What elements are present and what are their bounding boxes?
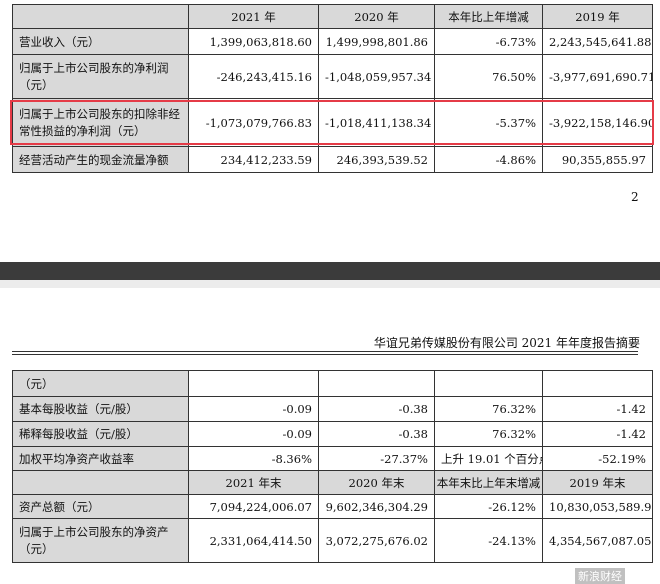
table-row: 经营活动产生的现金流量净额 234,412,233.59 246,393,539… [12, 146, 653, 173]
cell-value: 10,830,053,589.99 [542, 494, 653, 519]
header-cell: 2019 年末 [542, 470, 653, 495]
cell-value: 9,602,346,304.29 [318, 494, 435, 519]
cell-value [318, 370, 435, 397]
table-row: 归属于上市公司股东的净利润（元） -246,243,415.16 -1,048,… [12, 54, 653, 99]
table-header-row: 2021 年 2020 年 本年比上年增减 2019 年 [12, 4, 653, 29]
header-cell: 2021 年末 [188, 470, 319, 495]
cell-value: -6.73% [434, 28, 543, 55]
cell-value: -1,048,059,957.34 [318, 54, 435, 99]
cell-value: -3,922,158,146.90 [542, 98, 653, 147]
cell-value: 2,331,064,414.50 [188, 518, 319, 563]
header-cell [12, 4, 189, 29]
row-label: 加权平均净资产收益率 [12, 446, 189, 471]
header-cell: 本年比上年增减 [434, 4, 543, 29]
cell-value: -0.38 [318, 396, 435, 422]
row-label: 经营活动产生的现金流量净额 [12, 146, 189, 173]
header-cell: 2019 年 [542, 4, 653, 29]
table-row: 营业收入（元） 1,399,063,818.60 1,499,998,801.8… [12, 28, 653, 55]
cell-value: -3,977,691,690.71 [542, 54, 653, 99]
cell-value: 76.32% [434, 421, 543, 447]
cell-value: -52.19% [542, 446, 653, 471]
cell-value: 2,243,545,641.88 [542, 28, 653, 55]
cell-value: -24.13% [434, 518, 543, 563]
row-label: 基本每股收益（元/股） [12, 396, 189, 422]
table-row: 资产总额（元） 7,094,224,006.07 9,602,346,304.2… [12, 494, 653, 519]
cell-value: 3,072,275,676.02 [318, 518, 435, 563]
cell-value: -1.42 [542, 396, 653, 422]
header-cell: 2020 年 [318, 4, 435, 29]
page-separator [0, 262, 660, 280]
row-label: （元） [12, 370, 189, 397]
financial-summary-table: 2021 年 2020 年 本年比上年增减 2019 年 营业收入（元） 1,3… [12, 4, 653, 173]
cell-value: -4.86% [434, 146, 543, 173]
cell-value: 4,354,567,087.05 [542, 518, 653, 563]
row-label: 归属于上市公司股东的净资产（元） [12, 518, 189, 563]
row-label: 资产总额（元） [12, 494, 189, 519]
cell-value: -26.12% [434, 494, 543, 519]
table-row: 归属于上市公司股东的净资产（元） 2,331,064,414.50 3,072,… [12, 518, 653, 563]
financial-summary-table-continued: （元） 基本每股收益（元/股） -0.09 -0.38 76.32% -1.42… [12, 370, 653, 563]
cell-value: -1.42 [542, 421, 653, 447]
page-number: 2 [631, 190, 639, 204]
cell-value: -0.09 [188, 421, 319, 447]
cell-value [188, 370, 319, 397]
cell-value: -0.09 [188, 396, 319, 422]
table-row: 稀释每股收益（元/股） -0.09 -0.38 76.32% -1.42 [12, 421, 653, 447]
cell-value: 76.32% [434, 396, 543, 422]
running-header: 华谊兄弟传媒股份有限公司 2021 年年度报告摘要 [373, 336, 640, 350]
row-label: 营业收入（元） [12, 28, 189, 55]
table-row: 加权平均净资产收益率 -8.36% -27.37% 上升 19.01 个百分点 … [12, 446, 653, 471]
cell-value [434, 370, 543, 397]
table-row: 基本每股收益（元/股） -0.09 -0.38 76.32% -1.42 [12, 396, 653, 422]
table-row: 归属于上市公司股东的扣除非经常性损益的净利润（元） -1,073,079,766… [12, 98, 653, 147]
header-cell: 2021 年 [188, 4, 319, 29]
cell-value: -27.37% [318, 446, 435, 471]
cell-value [542, 370, 653, 397]
header-rule [12, 354, 638, 355]
table-row: （元） [12, 370, 653, 397]
cell-value: -8.36% [188, 446, 319, 471]
header-rule [12, 351, 638, 352]
header-cell [12, 470, 189, 495]
row-label: 归属于上市公司股东的净利润（元） [12, 54, 189, 99]
cell-value: 246,393,539.52 [318, 146, 435, 173]
cell-value: -5.37% [434, 98, 543, 147]
table-header-row: 2021 年末 2020 年末 本年末比上年末增减 2019 年末 [12, 470, 653, 495]
watermark: 新浪财经 [575, 568, 625, 584]
cell-value: 1,499,998,801.86 [318, 28, 435, 55]
page-separator-shadow [0, 280, 660, 288]
highlight-box [10, 100, 654, 145]
cell-value: 90,355,855.97 [542, 146, 653, 173]
row-label: 归属于上市公司股东的扣除非经常性损益的净利润（元） [12, 98, 189, 147]
cell-value: 76.50% [434, 54, 543, 99]
cell-value: 上升 19.01 个百分点 [434, 446, 543, 471]
cell-value: -0.38 [318, 421, 435, 447]
cell-value: 234,412,233.59 [188, 146, 319, 173]
header-cell: 本年末比上年末增减 [434, 470, 543, 495]
header-cell: 2020 年末 [318, 470, 435, 495]
cell-value: 1,399,063,818.60 [188, 28, 319, 55]
cell-value: 7,094,224,006.07 [188, 494, 319, 519]
row-label: 稀释每股收益（元/股） [12, 421, 189, 447]
cell-value: -246,243,415.16 [188, 54, 319, 99]
